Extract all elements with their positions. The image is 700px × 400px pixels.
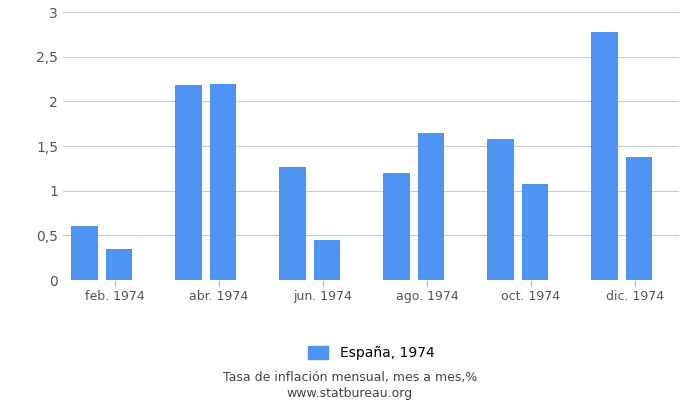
Bar <box>384 173 409 280</box>
Bar <box>487 139 514 280</box>
Bar <box>626 157 652 280</box>
Text: Tasa de inflación mensual, mes a mes,%: Tasa de inflación mensual, mes a mes,% <box>223 372 477 384</box>
Legend: España, 1974: España, 1974 <box>302 340 440 366</box>
Bar <box>592 32 617 280</box>
Bar <box>106 249 132 280</box>
Bar <box>418 133 444 280</box>
Bar <box>71 226 98 280</box>
Bar <box>210 84 237 280</box>
Bar <box>522 184 548 280</box>
Bar <box>175 85 202 280</box>
Text: www.statbureau.org: www.statbureau.org <box>287 388 413 400</box>
Bar <box>279 166 306 280</box>
Bar <box>314 240 340 280</box>
